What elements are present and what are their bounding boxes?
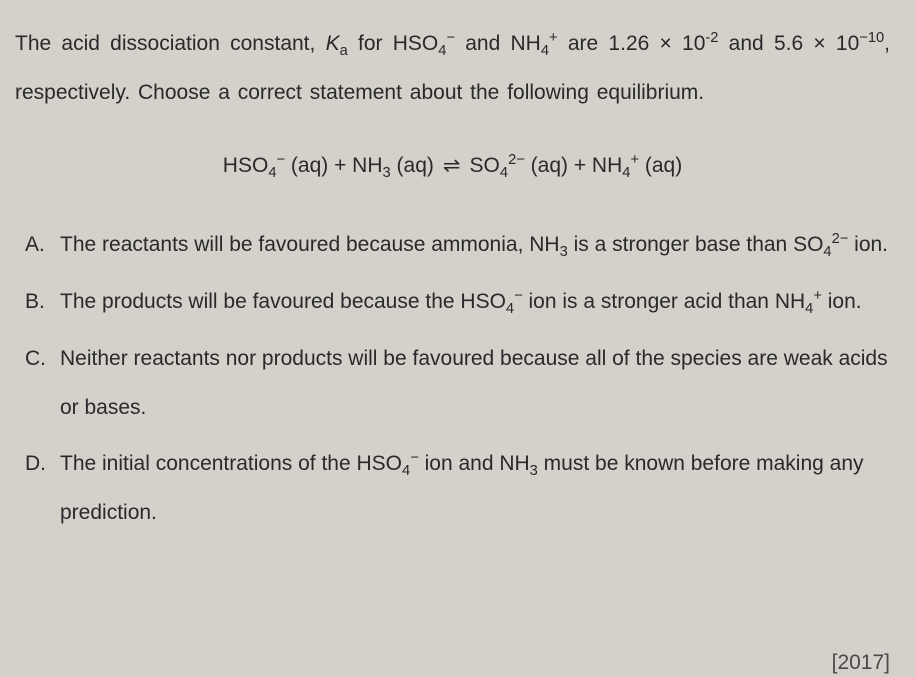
year-tag: [2017]	[832, 651, 890, 675]
q-text-5: and	[718, 32, 763, 55]
option-c-letter: C.	[25, 335, 60, 432]
options-list: A. The reactants will be favoured becaus…	[15, 221, 890, 537]
option-d-text: The initial concentrations of the HSO4− …	[60, 440, 890, 537]
equation: HSO4− (aq) + NH3 (aq) ⇌ SO42− (aq) + NH4…	[15, 152, 890, 181]
ob-p5: +	[813, 288, 822, 304]
ob-p0: The products will be favoured because th…	[60, 290, 506, 313]
oa-p3: 4	[823, 245, 831, 261]
ob-p2: −	[514, 288, 523, 304]
option-d: D. The initial concentrations of the HSO…	[25, 440, 890, 537]
option-c: C. Neither reactants nor products will b…	[25, 335, 890, 432]
nh4-sub: 4	[541, 43, 549, 59]
q-text-3: and NH	[455, 32, 541, 55]
option-a-text: The reactants will be favoured because a…	[60, 221, 890, 270]
od-p0: The initial concentrations of the HSO	[60, 452, 402, 475]
oa-p4: 2−	[832, 231, 849, 247]
eq-aq1: (aq) + NH	[285, 154, 382, 177]
option-b-text: The products will be favoured because th…	[60, 278, 890, 327]
option-b-letter: B.	[25, 278, 60, 327]
eq-aq3: (aq) + NH	[525, 154, 622, 177]
question-text: The acid dissociation constant, Ka for H…	[15, 20, 890, 117]
q-text-4: are 1.26 × 10	[558, 32, 706, 55]
oc-p0: Neither reactants nor products will be f…	[60, 347, 888, 418]
eq-so4-sup: 2−	[508, 152, 525, 168]
q-text-8: equilibrium.	[597, 81, 704, 104]
option-d-letter: D.	[25, 440, 60, 537]
oa-p2: is a stronger base than SO	[568, 233, 824, 256]
hso4-sup: −	[446, 30, 455, 46]
ob-p4: 4	[805, 302, 813, 318]
exp2: −10	[859, 30, 884, 46]
eq-so4-sub: 4	[500, 165, 508, 181]
ka-sub: a	[340, 43, 348, 59]
ob-p6: ion.	[822, 290, 862, 313]
option-a: A. The reactants will be favoured becaus…	[25, 221, 890, 270]
q-text-2: for HSO	[348, 32, 438, 55]
option-b: B. The products will be favoured because…	[25, 278, 890, 327]
option-a-letter: A.	[25, 221, 60, 270]
exp1: -2	[705, 30, 718, 46]
oa-p5: ion.	[848, 233, 888, 256]
od-p4: 3	[530, 463, 538, 479]
eq-aq4: (aq)	[639, 154, 682, 177]
option-c-text: Neither reactants nor products will be f…	[60, 335, 890, 432]
eq-hso4: HSO	[223, 154, 269, 177]
ob-p1: 4	[506, 302, 514, 318]
oa-p0: The reactants will be favoured because a…	[60, 233, 560, 256]
eq-so4: SO	[464, 154, 500, 177]
ob-p3: ion is a stronger acid than NH	[523, 290, 805, 313]
eq-arrow: ⇌	[440, 153, 464, 178]
eq-nh3-sub: 3	[383, 165, 391, 181]
ka-k: K	[326, 32, 340, 55]
od-p1: 4	[402, 463, 410, 479]
oa-p1: 3	[560, 245, 568, 261]
od-p2: −	[410, 450, 419, 466]
nh4-sup: +	[549, 30, 558, 46]
od-p3: ion and NH	[419, 452, 530, 475]
q-text-1: The acid dissociation constant,	[15, 32, 326, 55]
eq-nh4-sup: +	[630, 152, 639, 168]
q-text-6: 5.6 × 10	[774, 32, 859, 55]
eq-hso4-sup: −	[276, 152, 285, 168]
eq-aq2: (aq)	[391, 154, 440, 177]
